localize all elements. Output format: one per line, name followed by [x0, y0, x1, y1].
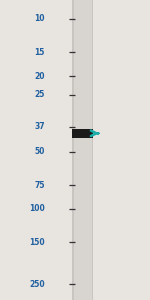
Text: 250: 250	[29, 280, 45, 289]
Text: 150: 150	[29, 238, 45, 247]
Bar	[74, 0, 92, 300]
Bar	[72, 0, 93, 300]
Text: 15: 15	[35, 48, 45, 57]
Text: 20: 20	[34, 72, 45, 81]
Text: 50: 50	[35, 147, 45, 156]
Text: 75: 75	[34, 181, 45, 190]
Text: 10: 10	[34, 14, 45, 23]
Bar	[72, 129, 93, 137]
Text: 25: 25	[35, 90, 45, 99]
Text: 37: 37	[34, 122, 45, 131]
Text: 100: 100	[29, 204, 45, 213]
